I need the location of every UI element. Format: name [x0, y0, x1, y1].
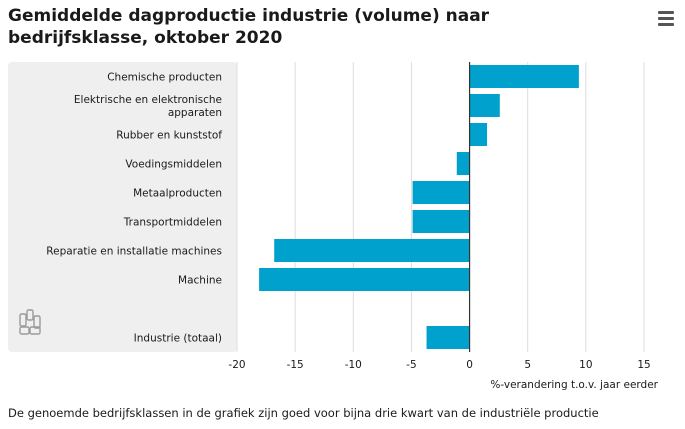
x-tick-label: 15: [637, 359, 650, 371]
category-label: Industrie (totaal): [134, 333, 222, 345]
bar[interactable]: [274, 239, 470, 262]
bar[interactable]: [469, 65, 579, 88]
cbs-logo-part: [33, 315, 41, 329]
hamburger-icon-line: [658, 23, 674, 26]
x-tick-label: -15: [287, 359, 304, 371]
category-label: Transportmiddelen: [123, 217, 222, 229]
cbs-logo-icon: [19, 309, 41, 335]
category-panel: [8, 62, 237, 352]
hamburger-icon-line: [658, 11, 674, 14]
category-label: Machine: [178, 275, 222, 287]
bar[interactable]: [456, 152, 470, 175]
category-label: Metaalproducten: [133, 188, 222, 200]
chart-menu-button[interactable]: [656, 9, 676, 27]
x-axis-title: %-verandering t.o.v. jaar eerder: [490, 379, 658, 391]
cbs-logo-part: [19, 313, 27, 327]
category-label: Chemische producten: [107, 72, 222, 84]
x-tick-label: 0: [466, 359, 473, 371]
cbs-logo-part: [26, 309, 34, 321]
category-label: apparaten: [168, 107, 222, 119]
category-label: Voedingsmiddelen: [125, 159, 222, 171]
chart-title: Gemiddelde dagproductie industrie (volum…: [8, 6, 490, 48]
cbs-logo-part: [29, 326, 41, 335]
bar-chart: Chemische producten Elektrische en elektr…: [8, 62, 659, 391]
cbs-logo-part: [19, 326, 30, 335]
x-tick-label: 10: [579, 359, 592, 371]
x-tick-label: -20: [228, 359, 245, 371]
category-label: Elektrische en elektronische: [74, 94, 222, 106]
bar[interactable]: [469, 123, 488, 146]
x-tick-label: -10: [345, 359, 362, 371]
bar[interactable]: [469, 94, 500, 117]
hamburger-icon-line: [658, 17, 674, 20]
bar[interactable]: [259, 268, 470, 291]
x-tick-label: -5: [406, 359, 416, 371]
bar[interactable]: [412, 181, 470, 204]
x-tick-label: 5: [524, 359, 531, 371]
bar[interactable]: [426, 326, 470, 349]
footnote: De genoemde bedrijfsklassen in de grafie…: [8, 406, 599, 420]
category-label: Rubber en kunststof: [116, 130, 222, 142]
bar[interactable]: [412, 210, 470, 233]
category-label: Reparatie en installatie machines: [46, 246, 222, 258]
